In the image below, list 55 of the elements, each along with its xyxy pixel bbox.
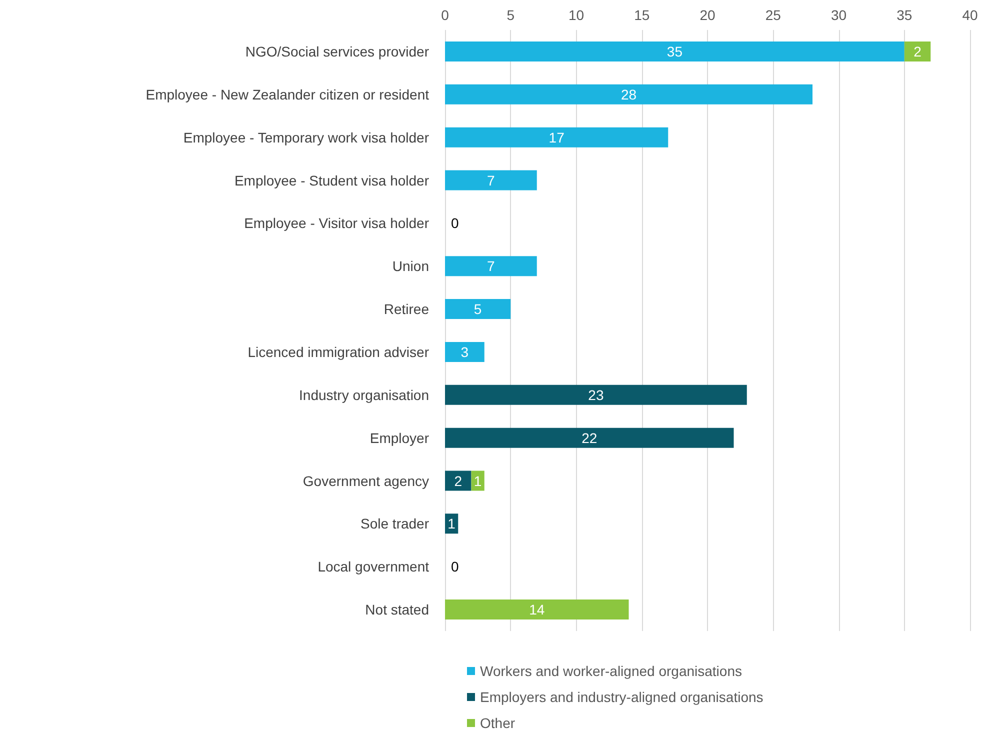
bar: [445, 514, 458, 534]
x-tick-label: 30: [830, 7, 847, 23]
x-tick-label: 40: [962, 7, 978, 23]
y-tick-label: Employer: [370, 430, 430, 446]
y-tick-label: Employee - Student visa holder: [234, 172, 430, 188]
data-label: 28: [620, 86, 637, 102]
bar: [445, 127, 668, 148]
y-tick-label: Union: [392, 258, 429, 274]
y-tick-label: Employee - Visitor visa holder: [244, 215, 430, 232]
bar: [445, 384, 747, 405]
data-label: 14: [529, 602, 545, 618]
legend-label: Other: [480, 715, 516, 731]
data-label: 3: [460, 344, 469, 360]
x-tick-label: 20: [700, 7, 716, 23]
data-label: 1: [448, 516, 456, 532]
y-tick-label: Employee - Temporary work visa holder: [183, 129, 430, 146]
data-label: 7: [487, 258, 496, 274]
data-label: 2: [914, 43, 922, 60]
bar: [445, 299, 511, 320]
y-tick-label: Not stated: [365, 602, 429, 618]
bar: [445, 170, 537, 190]
legend-label: Workers and worker-aligned organisations: [480, 663, 742, 679]
data-label: 0: [451, 215, 459, 232]
x-tick-label: 25: [765, 7, 782, 23]
y-tick-label: Licenced immigration adviser: [248, 344, 430, 360]
data-label: 0: [451, 558, 459, 575]
y-tick-label: Employee - New Zealander citizen or resident: [146, 86, 430, 102]
bar: [445, 342, 484, 362]
legend-label: Employers and industry-aligned organisations: [480, 689, 764, 705]
x-tick-label: 0: [441, 7, 450, 23]
y-tick-label: Sole trader: [360, 516, 430, 532]
data-label: 22: [582, 430, 598, 446]
data-label: 1: [474, 472, 482, 489]
bar: [445, 470, 472, 491]
x-tick-label: 15: [634, 7, 650, 23]
y-tick-label: Retiree: [384, 301, 430, 318]
y-tick-label: Industry organisation: [299, 386, 429, 403]
data-label: 7: [487, 172, 496, 188]
bar: [445, 428, 734, 448]
x-tick-label: 10: [568, 7, 584, 23]
x-tick-label: 5: [506, 7, 515, 23]
bar: [445, 84, 812, 104]
bar: [445, 600, 629, 620]
data-label: 23: [588, 386, 604, 403]
x-tick-label: 35: [896, 7, 912, 23]
y-tick-label: Government agency: [302, 472, 429, 489]
y-tick-label: NGO/Social services provider: [245, 43, 430, 60]
data-label: 5: [474, 301, 482, 318]
data-label: 2: [454, 472, 462, 489]
bar: [445, 41, 904, 62]
bar: [904, 41, 931, 62]
y-tick-label: Local government: [318, 558, 430, 575]
data-label: 17: [548, 129, 565, 146]
bar: [445, 256, 537, 276]
data-label: 35: [666, 43, 683, 60]
